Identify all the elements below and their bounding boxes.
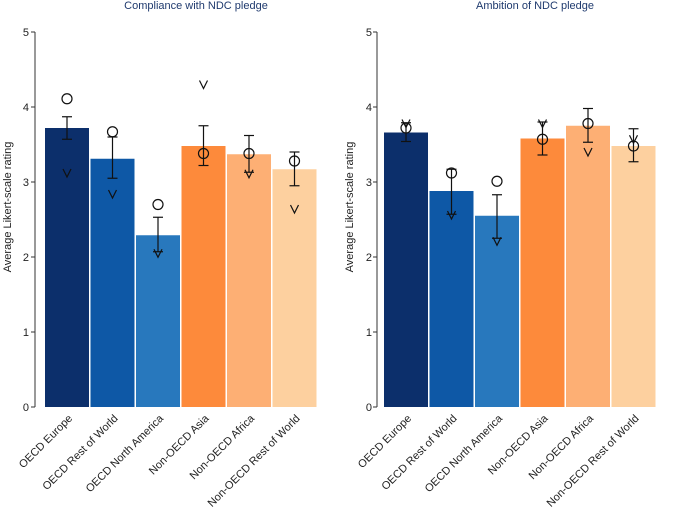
bar-non-oecd-rest-of-world <box>611 146 656 407</box>
vee-marker <box>628 134 639 145</box>
circle-marker <box>536 133 549 145</box>
chart-title: Compliance with NDC pledge <box>124 0 268 12</box>
chart-panel-compliance: Compliance with NDC pledge Average Liker… <box>2 0 317 510</box>
circle-marker <box>106 126 119 138</box>
circle-marker <box>288 155 301 167</box>
vee-marker <box>289 204 300 215</box>
vee-marker <box>153 248 163 259</box>
circle-marker <box>627 140 640 152</box>
bar-non-oecd-africa <box>227 154 271 407</box>
y-tick-label: 3 <box>366 177 372 189</box>
bar-non-oecd-asia <box>520 138 565 407</box>
vee-marker <box>401 119 411 129</box>
y-tick-label: 5 <box>23 27 29 39</box>
y-tick-label: 0 <box>23 402 29 414</box>
y-axis-label: Average Likert-scale rating <box>2 142 14 273</box>
chart-title: Ambition of NDC pledge <box>476 0 594 12</box>
y-tick-label: 0 <box>366 402 372 414</box>
vee-marker <box>198 80 209 90</box>
vee-marker <box>583 147 593 158</box>
circle-marker <box>197 147 210 160</box>
bar-non-oecd-rest-of-world <box>272 169 317 407</box>
bar-oecd-europe <box>45 128 89 407</box>
bar-non-oecd-africa <box>566 125 610 407</box>
circle-marker <box>152 198 164 211</box>
bar-oecd-rest-of-world <box>429 191 474 407</box>
y-tick-label: 2 <box>23 252 29 264</box>
circle-marker <box>445 167 458 179</box>
bar-non-oecd-asia <box>181 146 226 407</box>
y-tick-label: 5 <box>366 27 372 39</box>
bar-oecd-rest-of-world <box>90 158 135 407</box>
y-tick-label: 1 <box>23 327 29 339</box>
chart-panel-ambition: Ambition of NDC pledge Average Likert-sc… <box>344 0 656 510</box>
circle-marker <box>61 93 73 105</box>
x-tick-label: OECD North America <box>84 412 167 495</box>
bar-oecd-europe <box>384 132 428 407</box>
vee-marker <box>537 119 548 129</box>
circle-marker <box>582 117 594 130</box>
vee-marker <box>62 168 72 179</box>
x-tick-label: OECD Rest of World <box>41 413 121 493</box>
circle-marker <box>400 122 412 134</box>
x-tick-label: OECD North America <box>423 412 506 495</box>
vee-marker <box>446 210 457 221</box>
bar-oecd-north-america <box>136 235 180 407</box>
x-tick-label: OECD Rest of World <box>380 413 460 493</box>
bar-oecd-north-america <box>475 215 519 407</box>
circle-marker <box>243 147 255 160</box>
y-tick-label: 4 <box>23 102 29 114</box>
circle-marker <box>491 175 503 187</box>
y-tick-label: 3 <box>23 177 29 189</box>
y-axis-label: Average Likert-scale rating <box>344 142 356 273</box>
vee-marker <box>492 236 502 247</box>
vee-marker <box>107 189 118 200</box>
x-tick-label: Non-OECD Rest of World <box>545 413 642 510</box>
x-tick-label: Non-OECD Rest of World <box>206 413 303 510</box>
y-tick-label: 2 <box>366 252 372 264</box>
y-tick-label: 4 <box>366 102 372 114</box>
y-tick-label: 1 <box>366 327 372 339</box>
vee-marker <box>244 169 254 180</box>
